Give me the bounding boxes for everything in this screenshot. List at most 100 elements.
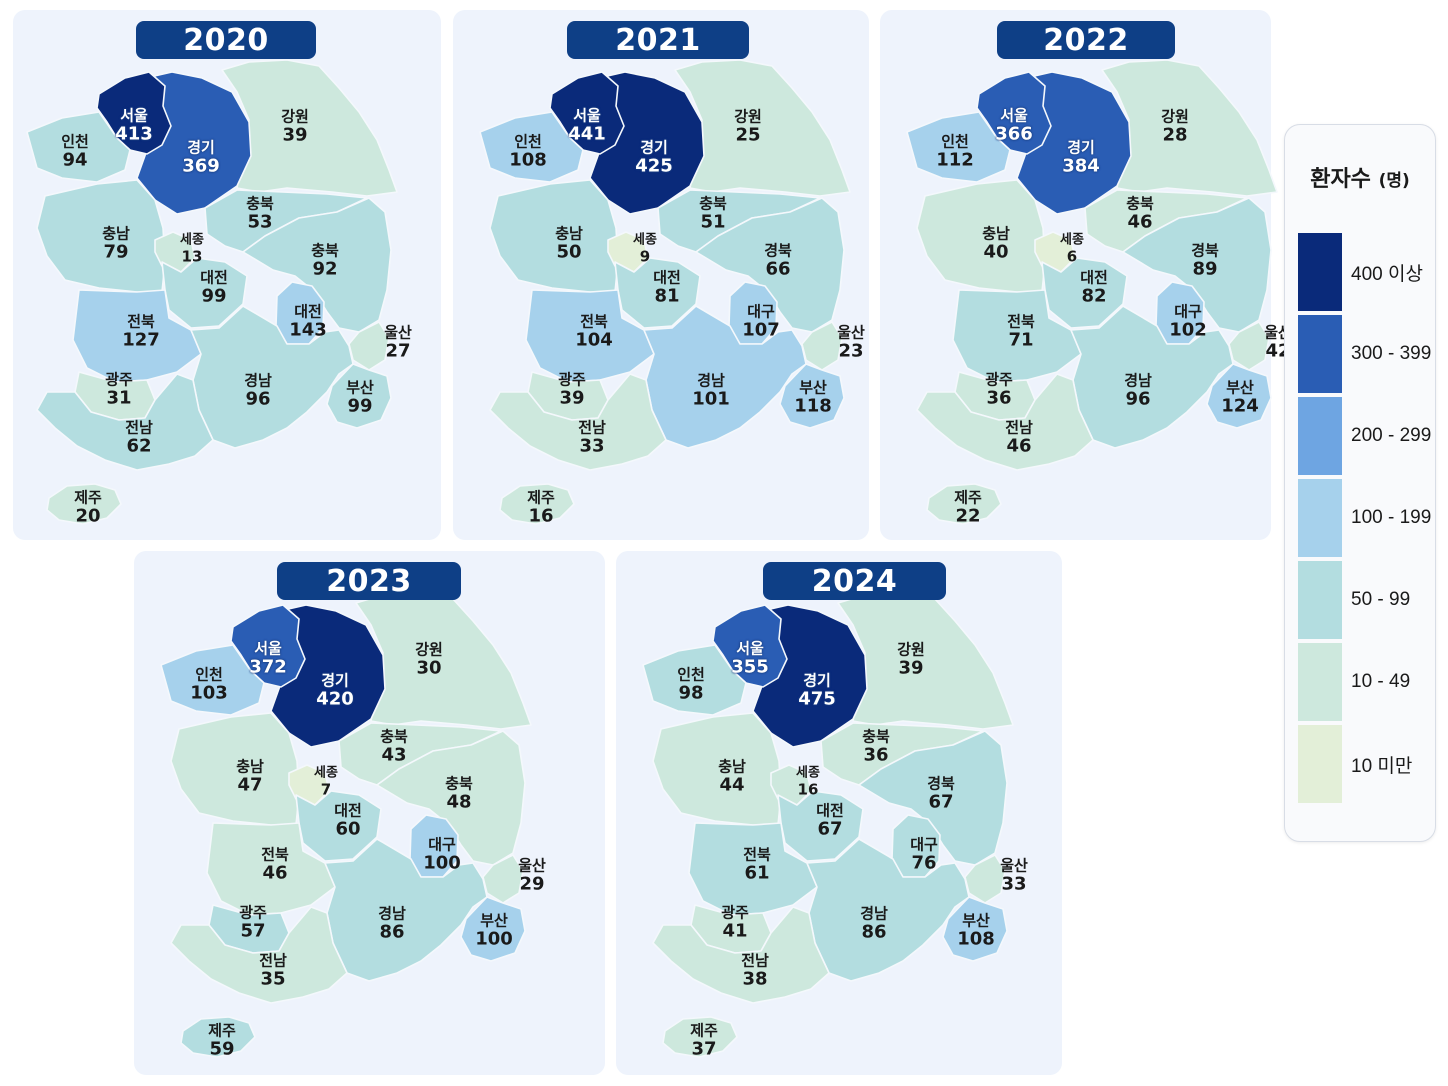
region-value: 425 [635, 155, 673, 177]
region-value: 82 [1081, 285, 1107, 307]
region-label-daejeon: 대전 60 [334, 802, 362, 840]
region-label-daegu: 대구 102 [1169, 302, 1207, 341]
region-value: 103 [190, 682, 228, 704]
region-value: 59 [209, 1038, 235, 1060]
region-label-gangwon: 강원 28 [1161, 108, 1189, 146]
region-value: 67 [817, 818, 843, 840]
year-badge: 2021 [567, 21, 749, 59]
region-label-sejong: 세종 6 [1060, 233, 1084, 264]
region-label-sejong: 세종 13 [180, 233, 204, 264]
region-name: 세종 [180, 232, 204, 248]
region-name: 부산 [1226, 378, 1254, 397]
region-label-jeonnam: 전남 62 [125, 418, 153, 457]
region-label-gyeonggi: 경기 475 [798, 671, 836, 710]
region-value: 79 [103, 241, 129, 263]
region-name: 제주 [527, 488, 555, 507]
region-value: 22 [955, 505, 981, 527]
region-name: 울산 [837, 323, 865, 342]
region-label-busan: 부산 108 [957, 912, 995, 950]
region-value: 28 [1162, 124, 1188, 146]
region-label-incheon: 인천 98 [677, 665, 705, 704]
region-label-gwangju: 광주 31 [105, 371, 133, 409]
region-label-gangwon: 강원 30 [415, 641, 443, 679]
region-label-jeju: 제주 59 [208, 1022, 236, 1060]
region-value: 62 [126, 435, 152, 457]
region-value: 37 [691, 1038, 717, 1060]
legend-item: 10 - 49 [1298, 643, 1428, 721]
legend-swatch [1298, 725, 1342, 803]
region-value: 46 [1127, 211, 1153, 233]
region-label-seoul: 서울 366 [995, 106, 1033, 145]
region-value: 38 [742, 968, 768, 990]
region-incheon [479, 111, 584, 183]
region-name: 전남 [125, 418, 153, 437]
region-value: 39 [898, 657, 924, 679]
region-label-jeju: 제주 22 [954, 489, 982, 527]
region-jeonbuk [688, 822, 818, 916]
region-value: 96 [245, 388, 271, 410]
region-jeju [662, 1016, 738, 1058]
region-name: 광주 [558, 370, 586, 389]
region-name: 제주 [74, 488, 102, 507]
region-name: 강원 [897, 640, 925, 659]
region-jeonnam [170, 906, 348, 1004]
region-name: 충북 [246, 194, 274, 213]
legend-title-text: 환자수 [1310, 167, 1371, 192]
region-name: 충북 [1126, 194, 1154, 213]
korea-map [26, 59, 398, 525]
region-label-daejeon: 대전 99 [200, 269, 228, 307]
region-name: 인천 [61, 132, 89, 151]
region-value: 39 [282, 124, 308, 146]
region-label-gyeongnam: 경남 86 [860, 905, 888, 943]
region-value: 96 [1125, 388, 1151, 410]
region-value: 9 [639, 246, 651, 265]
region-name: 세종 [796, 765, 820, 781]
region-name: 인천 [677, 665, 705, 684]
region-label-incheon: 인천 108 [509, 133, 547, 171]
region-value: 50 [556, 241, 582, 263]
region-value: 86 [861, 921, 887, 943]
region-label-gwangju: 광주 39 [558, 370, 586, 409]
legend-label: 400 이상 [1351, 263, 1423, 285]
map-panel-2024: 2024 강원 39 경기 475 서울 355 인천 98 충남 44 충북 36 경북 67 세종 16 대전… [616, 551, 1062, 1075]
region-label-jeonnam: 전남 46 [1005, 419, 1033, 457]
region-value: 107 [742, 319, 780, 341]
region-name: 울산 [1000, 856, 1028, 875]
region-label-chungbuk: 충북 53 [246, 194, 274, 233]
region-value: 108 [509, 149, 547, 171]
region-value: 67 [928, 791, 954, 813]
region-label-gyeongbuk: 경북 89 [1191, 242, 1219, 280]
region-value: 384 [1062, 155, 1100, 177]
region-value: 99 [201, 285, 227, 307]
region-value: 475 [798, 688, 836, 710]
region-value: 413 [115, 123, 153, 145]
region-name: 경기 [640, 138, 668, 157]
region-name: 전북 [261, 845, 289, 864]
region-name: 세종 [1060, 232, 1084, 248]
region-name: 서울 [1000, 106, 1028, 125]
region-value: 48 [446, 791, 472, 813]
region-name: 대전 [816, 801, 844, 820]
region-name: 경기 [803, 671, 831, 690]
region-name: 전북 [127, 312, 155, 331]
region-name: 제주 [690, 1021, 718, 1040]
legend-swatch [1298, 643, 1342, 721]
region-name: 경기 [321, 671, 349, 690]
region-jeonbuk [952, 289, 1082, 383]
region-label-sejong: 세종 16 [796, 766, 820, 797]
region-jeonbuk [206, 822, 336, 916]
region-label-ulsan: 울산 27 [384, 324, 412, 362]
map-panel-2023: 2023 강원 30 경기 420 서울 372 인천 103 충남 47 충북 43 충북 48 세종 7 대전… [134, 551, 605, 1075]
region-value: 57 [240, 920, 266, 942]
region-name: 인천 [941, 132, 969, 151]
region-name: 전남 [259, 951, 287, 970]
region-jeonnam [652, 906, 830, 1004]
region-name: 대구 [1174, 302, 1202, 321]
region-label-jeonbuk: 전북 71 [1007, 313, 1035, 351]
region-value: 94 [62, 149, 88, 171]
region-busan [1206, 363, 1272, 429]
region-label-jeonbuk: 전북 46 [261, 845, 289, 884]
region-value: 39 [559, 387, 585, 409]
region-value: 20 [75, 505, 101, 527]
region-chungnam [652, 712, 782, 826]
